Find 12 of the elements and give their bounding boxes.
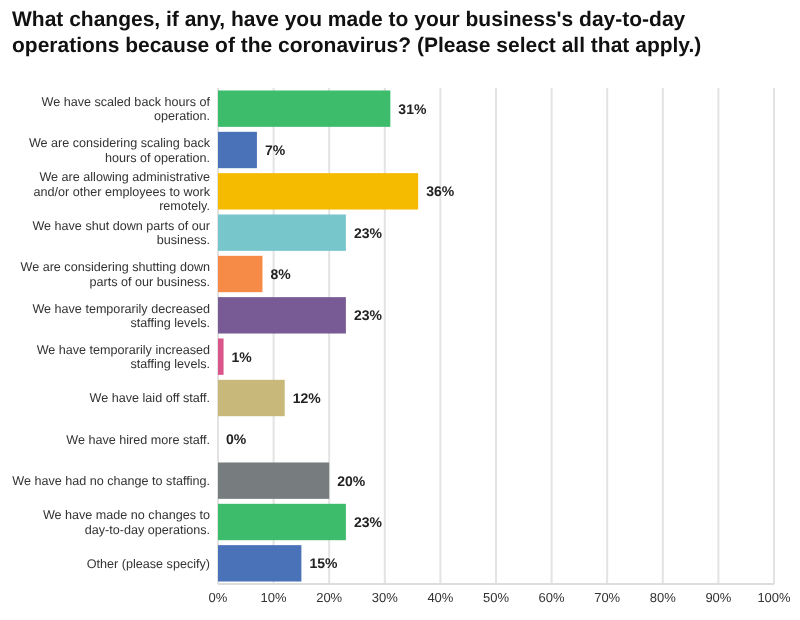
bar [218,173,419,210]
bar [218,545,302,582]
bar [218,214,346,251]
bar [218,338,224,375]
bar [218,462,330,499]
bar [218,379,285,417]
bar [218,297,346,334]
bar [218,255,263,293]
chart-title: What changes, if any, have you made to your business's day-to-day operations because of the coronavirus? (Please select all that apply.) [12,8,702,58]
bar [218,503,346,541]
bar [218,131,257,169]
bar [218,90,391,127]
